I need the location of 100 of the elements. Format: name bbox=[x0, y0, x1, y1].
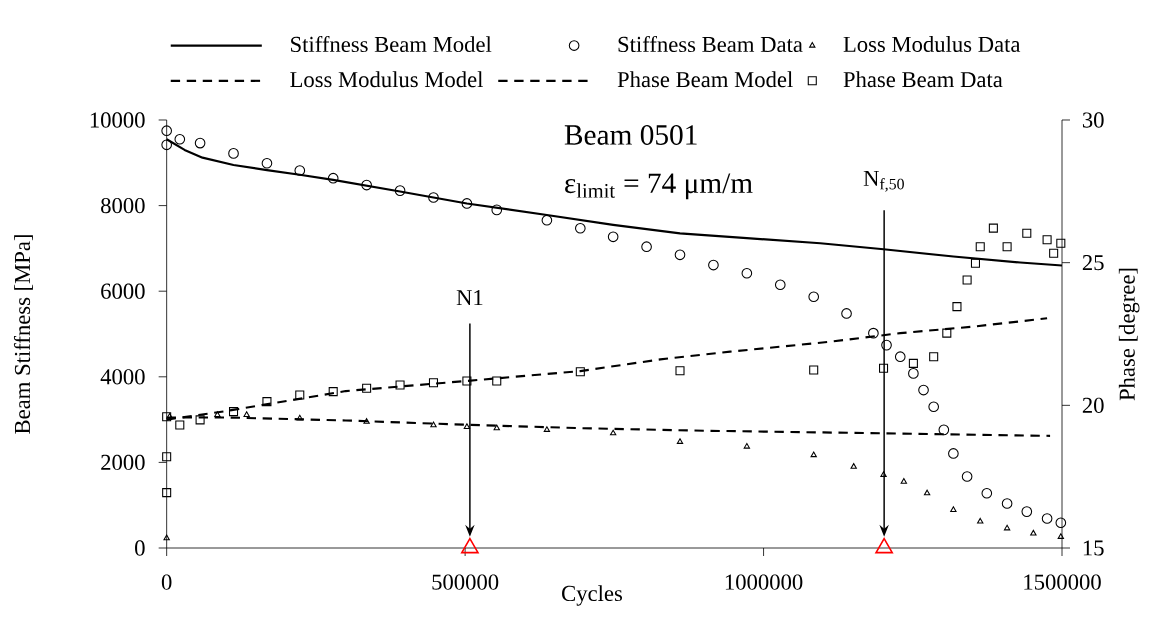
point bbox=[929, 352, 939, 362]
x-axis-title: Cycles bbox=[562, 585, 623, 606]
y-tick-label: 0 bbox=[135, 540, 145, 556]
point bbox=[928, 401, 940, 413]
point bbox=[395, 380, 405, 390]
point bbox=[1030, 529, 1037, 536]
point bbox=[161, 139, 173, 151]
annotation: N1 bbox=[456, 290, 483, 306]
point bbox=[174, 133, 186, 145]
point bbox=[881, 339, 892, 351]
point bbox=[894, 351, 906, 363]
point bbox=[1049, 248, 1059, 258]
point bbox=[575, 367, 585, 377]
point bbox=[328, 387, 338, 397]
point bbox=[975, 242, 985, 252]
point bbox=[493, 424, 500, 431]
y-tick-label: 6000 bbox=[101, 283, 145, 299]
point bbox=[1003, 524, 1011, 531]
point bbox=[574, 222, 586, 234]
point bbox=[676, 438, 684, 444]
point bbox=[394, 185, 406, 196]
point bbox=[1042, 235, 1052, 245]
point bbox=[708, 259, 719, 271]
y-tick-label: 2000 bbox=[101, 454, 145, 471]
point bbox=[879, 363, 889, 373]
point bbox=[363, 418, 370, 424]
point bbox=[362, 383, 372, 393]
point bbox=[875, 537, 894, 554]
point bbox=[841, 308, 852, 319]
point bbox=[942, 328, 952, 338]
point bbox=[296, 414, 303, 421]
x-tick-label: 0 bbox=[161, 574, 172, 590]
point bbox=[952, 302, 962, 312]
point bbox=[981, 487, 993, 499]
y2-tick-label: 20 bbox=[1082, 397, 1104, 413]
point bbox=[461, 198, 473, 209]
y2-tick-label: 30 bbox=[1082, 112, 1104, 128]
point bbox=[428, 378, 439, 388]
point bbox=[970, 258, 980, 268]
point bbox=[461, 537, 479, 554]
y-axis-title: Beam Stiffness [MPa] bbox=[13, 235, 33, 434]
point bbox=[880, 471, 887, 477]
point bbox=[961, 471, 973, 482]
y2-tick-label: 15 bbox=[1083, 540, 1104, 556]
point bbox=[262, 397, 272, 407]
point bbox=[1055, 517, 1067, 529]
point bbox=[261, 157, 273, 169]
point bbox=[774, 279, 786, 291]
chart-title: Beam 0501 bbox=[564, 125, 697, 145]
point bbox=[808, 291, 820, 303]
point bbox=[541, 214, 553, 226]
point bbox=[175, 420, 185, 430]
point bbox=[1021, 506, 1033, 517]
point bbox=[492, 376, 502, 386]
point bbox=[868, 327, 879, 339]
point bbox=[1041, 513, 1053, 524]
point bbox=[543, 426, 551, 432]
point bbox=[923, 489, 931, 496]
text: ε$_{limit}$ = 74 μm/m bbox=[565, 173, 753, 200]
legend-label: Phase Beam Model bbox=[617, 71, 793, 88]
point bbox=[162, 412, 172, 422]
legend-label: Stiffness Beam Data bbox=[618, 35, 803, 53]
y2-tick-label: 25 bbox=[1082, 255, 1104, 271]
point bbox=[491, 204, 503, 216]
point bbox=[918, 384, 929, 396]
point bbox=[1022, 228, 1032, 238]
point bbox=[948, 448, 959, 459]
point bbox=[675, 366, 685, 376]
point bbox=[243, 411, 250, 417]
point bbox=[950, 506, 957, 512]
point bbox=[741, 267, 753, 279]
point bbox=[908, 358, 918, 368]
legend-label: Phase Beam Data bbox=[843, 71, 1003, 88]
y2-axis-title: Phase [degree] bbox=[1118, 268, 1140, 401]
point bbox=[163, 534, 170, 541]
point bbox=[743, 442, 751, 449]
point bbox=[641, 241, 652, 253]
y-tick-label: 8000 bbox=[101, 197, 145, 214]
point bbox=[938, 424, 950, 436]
point bbox=[674, 249, 686, 261]
point bbox=[161, 125, 173, 137]
point bbox=[809, 365, 819, 375]
point bbox=[607, 231, 619, 243]
point bbox=[228, 407, 239, 417]
legend-label: Loss Modulus Data bbox=[843, 36, 1021, 52]
y-tick-label: 10000 bbox=[90, 112, 145, 128]
point bbox=[850, 463, 857, 469]
x-tick-label: 500000 bbox=[432, 574, 499, 590]
annotation: N$_{f,50}$ bbox=[863, 170, 904, 192]
point bbox=[462, 376, 472, 386]
point bbox=[900, 478, 908, 484]
point bbox=[908, 368, 919, 379]
point bbox=[295, 390, 305, 400]
point bbox=[228, 148, 239, 159]
point bbox=[430, 421, 437, 428]
legend-label: Stiffness Beam Model bbox=[291, 35, 492, 53]
point bbox=[962, 275, 972, 285]
point bbox=[977, 517, 984, 524]
x-tick-label: 1000000 bbox=[725, 574, 803, 590]
point bbox=[1002, 242, 1012, 252]
